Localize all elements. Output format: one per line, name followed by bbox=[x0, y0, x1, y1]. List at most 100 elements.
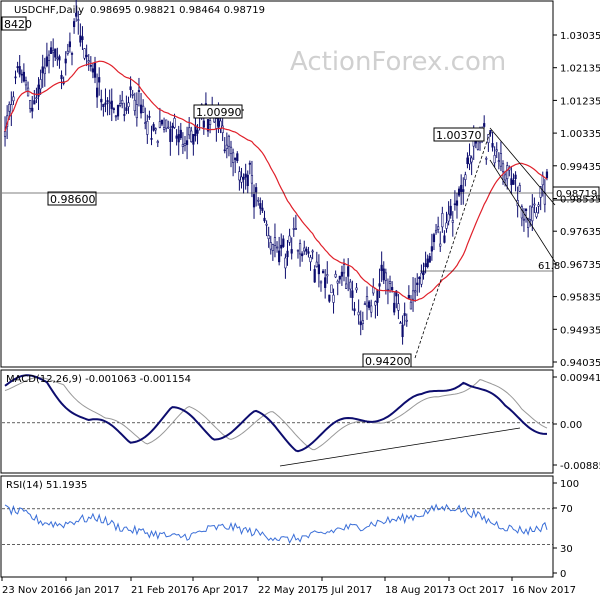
candle-body bbox=[190, 130, 193, 142]
candle-body bbox=[455, 200, 459, 206]
price-tick-label: 0.94935 bbox=[560, 325, 600, 336]
candle-body bbox=[307, 251, 310, 254]
candle-body bbox=[154, 128, 157, 131]
candle-body bbox=[336, 280, 339, 284]
candle-body bbox=[175, 135, 178, 139]
candle-body bbox=[100, 98, 103, 103]
candle-body bbox=[386, 288, 390, 291]
candle-body bbox=[125, 107, 128, 111]
candle-body bbox=[321, 270, 325, 274]
price-tick-label: 1.00335 bbox=[560, 129, 600, 140]
candle-body bbox=[428, 256, 431, 263]
candle-body bbox=[267, 235, 270, 240]
candle-body bbox=[330, 284, 333, 294]
macd-panel-frame bbox=[0, 369, 554, 474]
candle-body bbox=[311, 250, 314, 253]
date-tick-label: 23 Nov 2016 bbox=[2, 585, 66, 596]
candle-body bbox=[443, 235, 446, 243]
candle-body bbox=[16, 66, 19, 68]
candle-body bbox=[445, 222, 448, 229]
candle-body bbox=[64, 58, 67, 64]
candle-body bbox=[43, 67, 46, 75]
candle-body bbox=[18, 66, 21, 75]
price-tick-label: 1.03035 bbox=[560, 31, 600, 42]
date-tick-label: 22 May 2017 bbox=[258, 585, 323, 596]
candle-body bbox=[160, 119, 164, 125]
candle-body bbox=[430, 246, 433, 252]
candle-body bbox=[181, 144, 184, 147]
candle-body bbox=[173, 117, 176, 128]
candle-body bbox=[22, 71, 25, 82]
price-tick-label: 0.96735 bbox=[560, 260, 600, 271]
candle-body bbox=[142, 105, 145, 113]
candle-body bbox=[441, 213, 444, 228]
label-high-1-00990: 1.00990 bbox=[196, 106, 242, 119]
candle-body bbox=[489, 130, 492, 134]
macd-trend-line bbox=[279, 427, 521, 467]
candle-body bbox=[33, 100, 36, 105]
candle-body bbox=[236, 153, 239, 162]
candle-body bbox=[460, 184, 463, 192]
candle-body bbox=[309, 257, 312, 263]
candle-body bbox=[246, 174, 249, 187]
candle-body bbox=[8, 104, 11, 112]
price-tick-label: 0.95835 bbox=[560, 293, 600, 304]
candle-body bbox=[418, 277, 421, 279]
candle-body bbox=[202, 120, 205, 128]
candle-body bbox=[257, 199, 260, 202]
channel-upper-line bbox=[489, 127, 556, 206]
candle-body bbox=[89, 65, 92, 67]
candle-body bbox=[127, 102, 130, 108]
candle-body bbox=[539, 186, 542, 198]
current-price-label: 0.98719 bbox=[556, 189, 597, 200]
candle-body bbox=[188, 127, 191, 136]
label-high-1-00370: 1.00370 bbox=[436, 129, 482, 142]
candle-body bbox=[397, 303, 400, 311]
candle-body bbox=[533, 203, 536, 206]
candle-body bbox=[41, 66, 44, 74]
candle-body bbox=[457, 188, 461, 196]
macd-signal-line bbox=[4, 377, 548, 451]
candle-body bbox=[414, 290, 417, 293]
candle-body bbox=[265, 223, 268, 226]
candle-body bbox=[292, 228, 295, 230]
candle-body bbox=[47, 54, 51, 61]
candle-body bbox=[522, 218, 526, 221]
rsi-tick-label: 70 bbox=[560, 504, 573, 515]
macd-layer bbox=[2, 374, 553, 467]
candle-body bbox=[464, 174, 467, 180]
candle-body bbox=[144, 122, 147, 124]
candle-body bbox=[407, 294, 410, 299]
macd-line bbox=[4, 374, 547, 453]
candle-body bbox=[324, 277, 327, 288]
candle-body bbox=[60, 74, 63, 80]
date-tick-label: 16 Nov 2017 bbox=[512, 585, 576, 596]
candle-body bbox=[208, 120, 212, 125]
candle-body bbox=[462, 189, 465, 192]
candle-body bbox=[255, 187, 258, 193]
candle-body bbox=[238, 171, 241, 181]
candle-body bbox=[353, 308, 356, 312]
rsi-label: RSI(14) 51.1935 bbox=[6, 480, 87, 491]
candle-body bbox=[332, 294, 335, 303]
candle-body bbox=[541, 175, 544, 186]
candle-body bbox=[219, 120, 222, 129]
candle-body bbox=[77, 19, 80, 21]
candle-body bbox=[52, 50, 55, 53]
candle-body bbox=[79, 35, 82, 43]
candle-body bbox=[85, 54, 88, 57]
candle-body bbox=[359, 321, 362, 326]
rsi-layer bbox=[2, 503, 553, 545]
candle-body bbox=[501, 163, 505, 172]
candle-body bbox=[432, 234, 436, 243]
candle-body bbox=[493, 155, 496, 164]
candle-body bbox=[288, 235, 291, 243]
candle-body bbox=[512, 179, 515, 185]
candle-body bbox=[12, 96, 15, 102]
candle-body bbox=[524, 208, 528, 212]
candle-body bbox=[66, 50, 69, 54]
candle-body bbox=[468, 155, 471, 165]
rsi-tick-label: 30 bbox=[560, 544, 573, 555]
candle-body bbox=[545, 171, 549, 179]
